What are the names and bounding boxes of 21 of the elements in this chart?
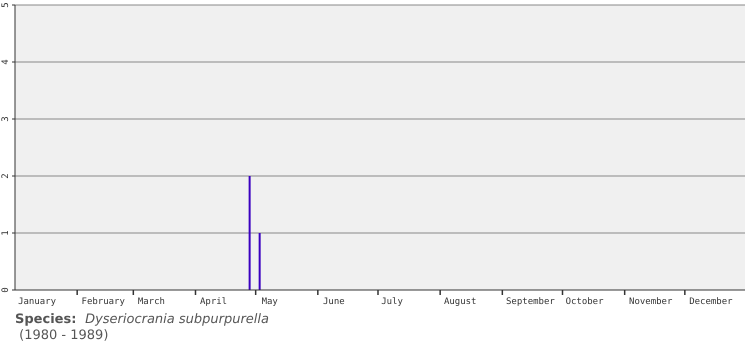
x-tick-label: April	[200, 297, 228, 307]
text: Dyseriocrania subpurpurella	[84, 312, 269, 327]
x-tick-label: June	[323, 297, 345, 307]
y-tick-label: 2	[1, 173, 11, 179]
x-tick-label: August	[444, 297, 476, 307]
x-tick-label: July	[381, 297, 404, 307]
x-tick-label: October	[566, 297, 604, 307]
x-tick-label: March	[138, 297, 165, 307]
y-tick-label: 3	[1, 116, 11, 122]
y-tick-label: 5	[1, 2, 11, 8]
x-tick-label: December	[689, 297, 734, 307]
x-tick-label: September	[506, 297, 556, 307]
x-tick-label: January	[18, 297, 57, 307]
text: (1980 - 1989)	[18, 328, 110, 344]
x-tick-label: November	[629, 297, 673, 307]
y-tick-label: 1	[1, 230, 11, 236]
y-tick-label: 4	[1, 59, 11, 65]
y-tick-label: 0	[1, 287, 11, 293]
x-tick-label: May	[262, 297, 278, 307]
x-tick-label: February	[82, 297, 126, 307]
text: Species:	[15, 312, 78, 327]
